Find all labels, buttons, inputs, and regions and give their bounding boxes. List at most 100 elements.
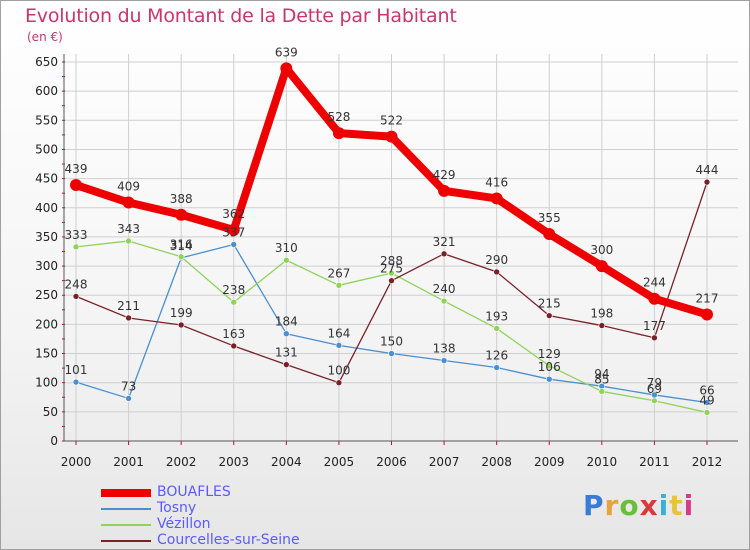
x-tick-label: 2012 bbox=[692, 455, 723, 469]
data-label: 199 bbox=[170, 306, 193, 320]
y-tick-label: 450 bbox=[35, 172, 58, 186]
series bbox=[70, 62, 713, 416]
proxiti-logo: Proxiti bbox=[583, 489, 694, 522]
data-label: 238 bbox=[222, 283, 245, 297]
data-label: 106 bbox=[538, 360, 561, 374]
data-label: 198 bbox=[590, 307, 613, 321]
y-tick-label: 50 bbox=[43, 405, 58, 419]
data-point bbox=[493, 325, 500, 332]
data-point bbox=[175, 208, 188, 221]
x-tick-label: 2007 bbox=[429, 455, 460, 469]
data-label: 129 bbox=[538, 347, 561, 361]
data-point bbox=[438, 184, 451, 197]
legend-label: Tosny bbox=[157, 500, 197, 516]
data-point bbox=[388, 277, 395, 284]
y-tick-label: 100 bbox=[35, 376, 58, 390]
data-label: 49 bbox=[699, 393, 714, 407]
data-label: 177 bbox=[643, 319, 666, 333]
data-point bbox=[230, 241, 238, 248]
data-label: 355 bbox=[538, 211, 561, 225]
legend-label: BOUAFLES bbox=[157, 484, 231, 500]
data-label: 100 bbox=[327, 364, 350, 378]
data-label: 126 bbox=[485, 349, 508, 363]
y-tick-label: 650 bbox=[35, 55, 58, 69]
data-label: 639 bbox=[275, 45, 298, 59]
data-label: 409 bbox=[117, 180, 140, 194]
y-tick-label: 500 bbox=[35, 142, 58, 156]
data-point bbox=[388, 350, 395, 357]
data-point bbox=[72, 293, 80, 300]
data-point bbox=[230, 298, 238, 306]
data-label: 66 bbox=[699, 384, 714, 398]
chart-title: Evolution du Montant de la Dette par Hab… bbox=[25, 5, 457, 27]
x-tick-label: 2001 bbox=[113, 455, 144, 469]
data-label: 215 bbox=[538, 297, 561, 311]
data-point bbox=[648, 292, 661, 305]
data-point bbox=[125, 314, 132, 322]
data-point bbox=[543, 228, 556, 241]
logo-letter: r bbox=[604, 489, 620, 522]
data-point bbox=[72, 243, 80, 251]
logo-letter: P bbox=[583, 489, 605, 522]
data-point bbox=[125, 237, 132, 245]
data-label: 316 bbox=[170, 238, 193, 252]
data-label: 321 bbox=[433, 235, 456, 249]
logo-letter: i bbox=[683, 489, 695, 522]
data-label: 290 bbox=[485, 253, 508, 267]
logo-letter: o bbox=[619, 489, 640, 522]
y-tick-label: 200 bbox=[35, 317, 58, 331]
data-point bbox=[122, 196, 135, 209]
legend-swatch bbox=[101, 540, 151, 542]
axes: 0 50 100 150 200 250 300 350 400 450 500 550 600 650 2… bbox=[35, 54, 738, 469]
data-point bbox=[490, 192, 503, 205]
legend-label: Vézillon bbox=[157, 516, 211, 532]
data-point bbox=[335, 379, 343, 386]
data-labels: 101 73 314 337 184 164 150 138 126 106 94 79 66 333 34… bbox=[65, 45, 719, 407]
data-point bbox=[335, 342, 343, 349]
data-point bbox=[545, 375, 553, 383]
legend-swatch bbox=[101, 489, 151, 497]
data-point bbox=[545, 362, 553, 370]
data-label: 85 bbox=[594, 372, 609, 386]
data-point bbox=[651, 397, 658, 405]
data-label: 310 bbox=[275, 241, 298, 255]
data-point bbox=[230, 342, 238, 350]
data-label: 275 bbox=[380, 262, 403, 276]
data-label: 73 bbox=[121, 379, 136, 393]
data-label: 69 bbox=[647, 382, 662, 396]
data-label: 429 bbox=[433, 168, 456, 182]
data-label: 101 bbox=[65, 363, 88, 377]
data-point bbox=[227, 223, 240, 236]
data-point bbox=[280, 62, 293, 75]
legend-swatch bbox=[101, 508, 151, 510]
logo-letter: t bbox=[669, 489, 684, 522]
data-point bbox=[703, 178, 711, 186]
data-point bbox=[440, 357, 448, 364]
y-tick-label: 350 bbox=[35, 230, 58, 244]
chart-unit: (en €) bbox=[27, 30, 63, 44]
y-tick-label: 300 bbox=[35, 259, 58, 273]
data-label: 244 bbox=[643, 276, 666, 290]
data-point bbox=[598, 388, 606, 395]
data-point bbox=[703, 399, 711, 406]
data-label: 248 bbox=[65, 277, 88, 291]
x-tick-label: 2005 bbox=[324, 455, 355, 469]
data-label: 288 bbox=[380, 254, 403, 268]
data-point bbox=[385, 130, 398, 143]
data-label: 240 bbox=[433, 282, 456, 296]
data-point bbox=[493, 268, 500, 276]
data-point bbox=[72, 378, 80, 386]
data-point bbox=[440, 297, 448, 305]
data-point bbox=[125, 395, 132, 402]
data-point bbox=[493, 364, 500, 371]
data-point bbox=[701, 308, 713, 321]
data-label: 439 bbox=[65, 162, 88, 176]
x-tick-label: 2002 bbox=[166, 455, 197, 469]
data-point bbox=[335, 282, 343, 289]
data-label: 314 bbox=[170, 239, 193, 253]
x-tick-label: 2009 bbox=[534, 455, 565, 469]
x-tick-label: 2008 bbox=[481, 455, 512, 469]
data-label: 300 bbox=[590, 243, 613, 257]
data-label: 94 bbox=[594, 367, 609, 381]
data-point bbox=[177, 321, 185, 329]
